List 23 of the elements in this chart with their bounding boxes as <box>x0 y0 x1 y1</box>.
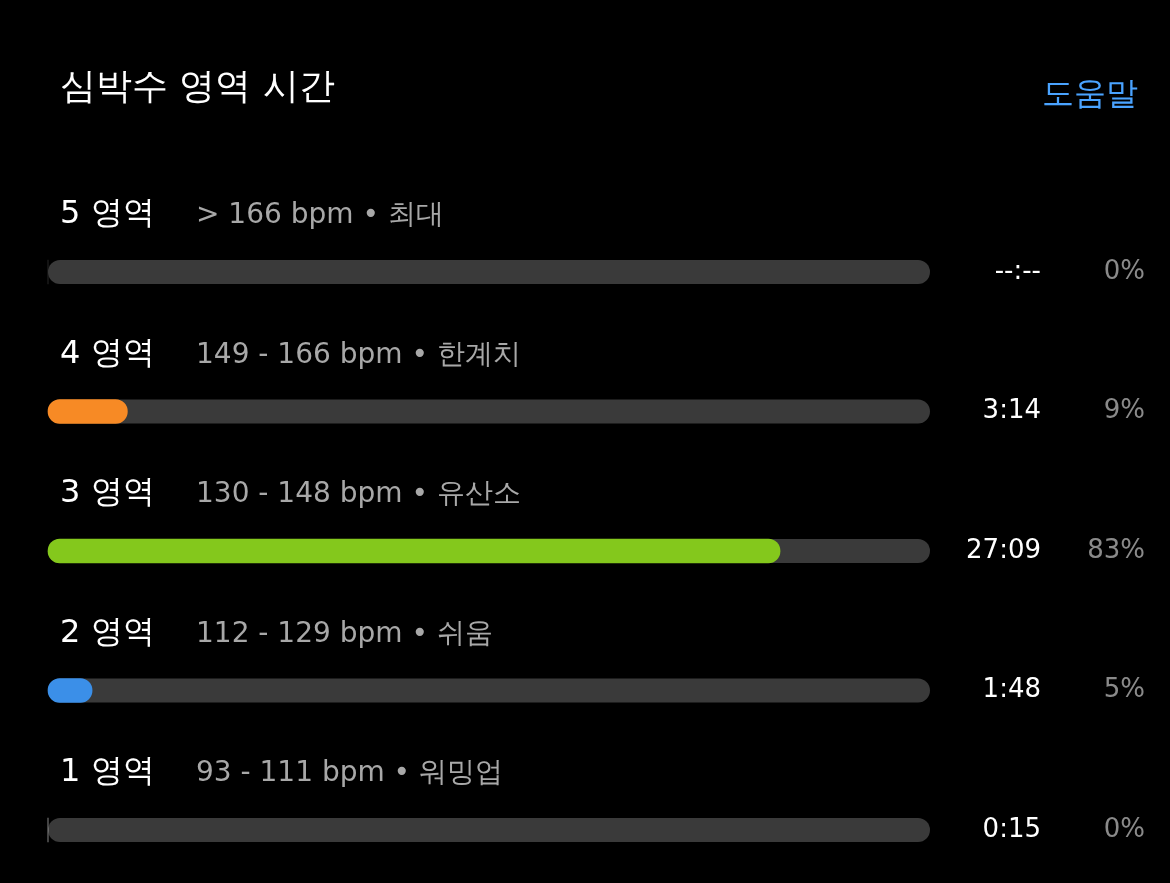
bar <box>47 399 128 424</box>
data-label: 9% <box>1103 394 1145 425</box>
data-label: 0% <box>1103 254 1145 285</box>
y-tick-label: 5 영역 <box>60 193 155 232</box>
annotation: 130 - 148 bpm • 유산소 <box>196 476 521 510</box>
annotation: > 166 bpm • 최대 <box>196 197 444 231</box>
y-tick-label: 1 영역 <box>60 751 155 790</box>
annotation: 112 - 129 bpm • 쉬움 <box>196 615 493 649</box>
text: 1:48 <box>982 673 1041 704</box>
text: 0:15 <box>982 812 1041 843</box>
data-label: 5% <box>1103 673 1145 704</box>
annotation: 149 - 166 bpm • 한계치 <box>196 336 521 370</box>
data-label: 0% <box>1103 812 1145 843</box>
annotation: 93 - 111 bpm • 워밍업 <box>196 755 504 789</box>
chart-title: 심박수 영역 시간 <box>60 64 335 108</box>
text: 27:09 <box>966 533 1041 564</box>
y-tick-label: 4 영역 <box>60 332 155 371</box>
text: 도움말 <box>1042 73 1138 114</box>
y-tick-label: 2 영역 <box>60 611 155 650</box>
text: 3:14 <box>982 394 1041 425</box>
data-label: 83% <box>1087 533 1145 564</box>
y-tick-label: 3 영역 <box>60 472 155 511</box>
text: --:-- <box>994 254 1041 285</box>
